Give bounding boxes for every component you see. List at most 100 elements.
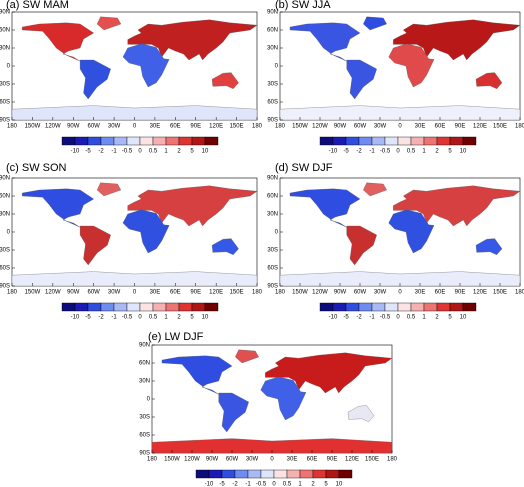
- colorbar-box: [260, 469, 275, 479]
- colorbar-box: [345, 302, 360, 312]
- colorbar-box: [410, 136, 425, 146]
- land-area: [79, 225, 111, 266]
- colorbar-box: [178, 136, 193, 146]
- land-area: [235, 349, 259, 364]
- colorbar-box: [204, 136, 219, 146]
- colorbar-box: [397, 136, 412, 146]
- lat-label: 90N: [267, 176, 278, 182]
- lat-label: 30S: [139, 415, 150, 421]
- land-area: [346, 225, 377, 266]
- colorbar-label: 0.5: [283, 482, 292, 487]
- colorbar-box: [234, 469, 249, 479]
- lon-label: 0: [398, 290, 402, 296]
- lon-label: 150E: [230, 124, 244, 130]
- lon-label: 90E: [455, 290, 466, 296]
- panel-title: (e) LW DJF: [148, 331, 204, 343]
- colorbar-box: [358, 302, 373, 312]
- colorbar-label: 0.5: [149, 149, 158, 155]
- colorbar-label: 1: [422, 315, 426, 321]
- colorbar-label: 0: [396, 149, 400, 155]
- colorbar-label: 2: [435, 149, 439, 155]
- colorbar-label: -5: [85, 315, 91, 321]
- lat-label: 60S: [267, 266, 278, 272]
- land-area: [289, 188, 361, 228]
- lon-label: 30W: [108, 290, 121, 296]
- colorbar-label: 10: [460, 149, 467, 155]
- land-area: [475, 238, 503, 255]
- lon-label: 150E: [493, 290, 507, 296]
- lon-label: 30E: [150, 290, 161, 296]
- lon-label: 150E: [365, 457, 379, 463]
- colorbar-label: -2: [356, 315, 362, 321]
- colorbar-box: [100, 302, 115, 312]
- land-area: [363, 16, 387, 31]
- lon-label: 0: [398, 124, 402, 130]
- colorbar-label: -5: [343, 315, 349, 321]
- lon-label: 120W: [45, 124, 61, 130]
- lat-label: 0: [7, 64, 11, 70]
- colorbar-label: 5: [190, 149, 194, 155]
- lon-label: 90E: [327, 457, 338, 463]
- land-area: [22, 188, 94, 228]
- lon-label: 180: [275, 290, 286, 296]
- land-area: [475, 72, 503, 89]
- colorbar-box: [152, 136, 167, 146]
- colorbar-box: [319, 136, 334, 146]
- colorbar-label: -1: [369, 149, 375, 155]
- colorbar-box: [126, 136, 141, 146]
- colorbar-label: 0.5: [149, 315, 158, 321]
- colorbar-label: 0.5: [407, 315, 416, 321]
- colorbar-label: 0: [396, 315, 400, 321]
- land-area: [22, 22, 94, 62]
- colorbar-label: 5: [448, 149, 452, 155]
- land-area: [122, 43, 170, 88]
- lon-label: 120E: [473, 290, 487, 296]
- colorbar-label: -10: [329, 149, 338, 155]
- colorbar-box: [165, 302, 180, 312]
- lat-label: 60N: [267, 28, 278, 34]
- lon-label: 60W: [354, 124, 367, 130]
- land-area: [211, 238, 239, 255]
- colorbar-box: [247, 469, 262, 479]
- colorbar-box: [139, 302, 154, 312]
- colorbar-label: -0.5: [380, 149, 391, 155]
- colorbar-box: [410, 302, 425, 312]
- lat-label: 0: [147, 397, 151, 403]
- colorbar-box: [423, 302, 438, 312]
- colorbar-box: [384, 302, 399, 312]
- lat-label: 30N: [267, 46, 278, 52]
- lon-label: 30W: [374, 124, 387, 130]
- colorbar-box: [139, 136, 154, 146]
- colorbar-box: [345, 136, 360, 146]
- colorbar-box: [397, 302, 412, 312]
- lon-label: 120W: [184, 457, 200, 463]
- land-area: [346, 59, 377, 100]
- lon-label: 60E: [435, 124, 446, 130]
- colorbar-box: [191, 302, 206, 312]
- lon-label: 90W: [67, 124, 80, 130]
- lon-label: 150W: [25, 290, 41, 296]
- lon-label: 60W: [87, 124, 100, 130]
- lat-label: 90S: [267, 284, 278, 290]
- lon-label: 120W: [312, 124, 328, 130]
- lon-label: 60E: [435, 290, 446, 296]
- land-area: [393, 185, 521, 227]
- lat-label: 30S: [0, 248, 10, 254]
- colorbar-box: [286, 469, 301, 479]
- colorbar-box: [371, 302, 386, 312]
- lat-label: 60S: [0, 100, 10, 106]
- colorbar-box: [61, 302, 76, 312]
- lon-label: 0: [133, 124, 137, 130]
- lon-label: 60W: [226, 457, 239, 463]
- colorbar-box: [319, 302, 334, 312]
- lat-label: 60N: [267, 194, 278, 200]
- lon-label: 180: [387, 457, 398, 463]
- colorbar-label: 10: [202, 315, 209, 321]
- colorbar-label: 10: [336, 482, 343, 487]
- lon-label: 180: [275, 124, 286, 130]
